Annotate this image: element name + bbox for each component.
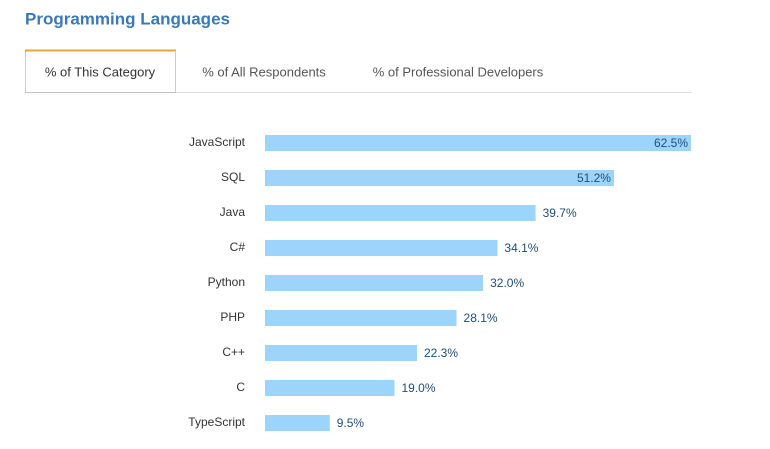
bar <box>265 135 691 151</box>
tab[interactable]: % of Professional Developers <box>373 64 544 79</box>
bar <box>265 380 395 396</box>
value-label: 19.0% <box>402 381 436 395</box>
tab[interactable]: % of This Category <box>45 64 156 79</box>
category-label: Java <box>220 205 246 219</box>
category-label: C# <box>230 240 246 254</box>
active-tab[interactable] <box>25 50 176 93</box>
category-label: C++ <box>222 345 245 359</box>
bar <box>265 345 417 361</box>
category-label: SQL <box>221 170 245 184</box>
bar <box>265 170 614 186</box>
category-label: JavaScript <box>189 135 246 149</box>
value-label: 22.3% <box>424 346 458 360</box>
category-label: C <box>236 380 245 394</box>
bar <box>265 310 457 326</box>
value-label: 34.1% <box>504 241 538 255</box>
value-label: 39.7% <box>543 206 577 220</box>
value-label: 32.0% <box>490 276 524 290</box>
category-label: Python <box>208 275 245 289</box>
category-label: TypeScript <box>188 415 245 429</box>
bar <box>265 275 484 291</box>
value-label: 51.2% <box>577 171 611 185</box>
value-label: 28.1% <box>464 311 498 325</box>
bar <box>265 240 498 256</box>
value-label: 62.5% <box>654 136 688 150</box>
bar <box>265 415 330 431</box>
bar <box>265 205 536 221</box>
tab[interactable]: % of All Respondents <box>202 64 326 79</box>
value-label: 9.5% <box>337 416 365 430</box>
page-title: Programming Languages <box>25 9 230 28</box>
category-label: PHP <box>220 310 245 324</box>
